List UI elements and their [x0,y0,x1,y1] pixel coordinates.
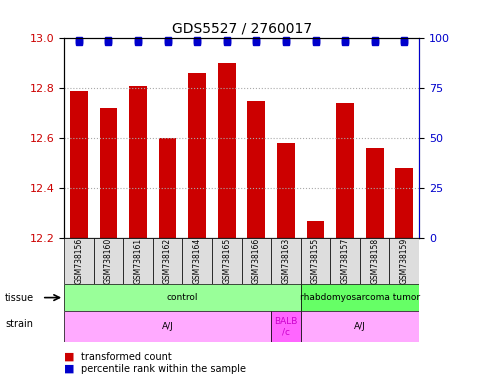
FancyBboxPatch shape [94,238,123,284]
Bar [307,220,324,238]
FancyBboxPatch shape [64,311,271,342]
Text: GSM738159: GSM738159 [400,238,409,284]
Text: GSM738160: GSM738160 [104,238,113,284]
Bar [188,73,206,238]
FancyBboxPatch shape [182,238,212,284]
Title: GDS5527 / 2760017: GDS5527 / 2760017 [172,22,312,36]
FancyBboxPatch shape [271,311,301,342]
FancyBboxPatch shape [153,238,182,284]
Text: GSM738157: GSM738157 [341,238,350,284]
Text: rhabdomyosarcoma tumor: rhabdomyosarcoma tumor [300,293,420,302]
Bar [70,91,88,238]
Text: GSM738155: GSM738155 [311,238,320,284]
Text: GSM738162: GSM738162 [163,238,172,284]
Text: A/J: A/J [162,322,174,331]
FancyBboxPatch shape [212,238,242,284]
Bar [366,148,384,238]
Text: ■: ■ [64,352,74,362]
Text: GSM738158: GSM738158 [370,238,379,284]
Text: percentile rank within the sample: percentile rank within the sample [81,364,246,374]
Text: GSM738165: GSM738165 [222,238,231,284]
FancyBboxPatch shape [301,284,419,311]
FancyBboxPatch shape [301,238,330,284]
Bar [129,86,147,238]
Text: GSM738156: GSM738156 [74,238,83,284]
Text: control: control [167,293,198,302]
Text: GSM738163: GSM738163 [282,238,290,284]
FancyBboxPatch shape [389,238,419,284]
FancyBboxPatch shape [123,238,153,284]
FancyBboxPatch shape [301,311,419,342]
Text: tissue: tissue [5,293,34,303]
Bar [395,168,413,238]
Text: strain: strain [5,319,33,329]
FancyBboxPatch shape [360,238,389,284]
Text: GSM738164: GSM738164 [193,238,202,284]
Text: ■: ■ [64,364,74,374]
Bar [336,103,354,238]
Text: GSM738161: GSM738161 [134,238,142,284]
FancyBboxPatch shape [242,238,271,284]
Bar [159,138,176,238]
Bar [100,108,117,238]
Text: A/J: A/J [354,322,366,331]
FancyBboxPatch shape [330,238,360,284]
Bar [277,143,295,238]
Text: transformed count: transformed count [81,352,172,362]
Text: GSM738166: GSM738166 [252,238,261,284]
Text: BALB
/c: BALB /c [274,317,298,336]
FancyBboxPatch shape [64,238,94,284]
Bar [247,101,265,238]
Bar [218,63,236,238]
FancyBboxPatch shape [271,238,301,284]
FancyBboxPatch shape [64,284,301,311]
